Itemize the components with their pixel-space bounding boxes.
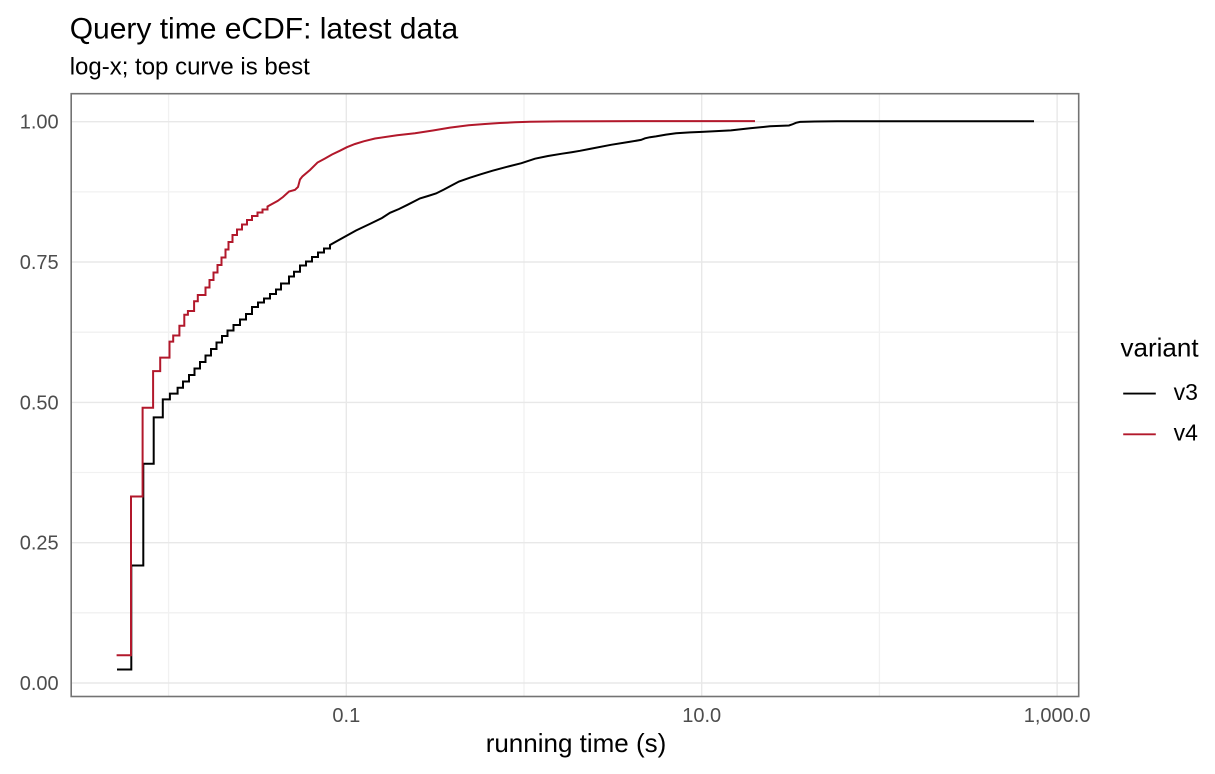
svg-text:Query time eCDF: latest data: Query time eCDF: latest data [70, 12, 459, 45]
svg-text:0.1: 0.1 [332, 705, 360, 727]
svg-text:log-x; top curve is best: log-x; top curve is best [70, 54, 310, 81]
svg-text:running time (s): running time (s) [486, 728, 667, 758]
svg-text:10.0: 10.0 [682, 705, 721, 727]
svg-text:v3: v3 [1174, 379, 1198, 405]
svg-text:1.00: 1.00 [20, 112, 59, 134]
svg-text:0.00: 0.00 [20, 673, 59, 695]
svg-text:0.50: 0.50 [20, 392, 59, 414]
svg-text:variant: variant [1121, 333, 1200, 363]
svg-text:0.75: 0.75 [20, 252, 59, 274]
svg-text:1,000.0: 1,000.0 [1024, 705, 1091, 727]
svg-text:0.25: 0.25 [20, 533, 59, 555]
svg-text:v4: v4 [1174, 420, 1199, 446]
